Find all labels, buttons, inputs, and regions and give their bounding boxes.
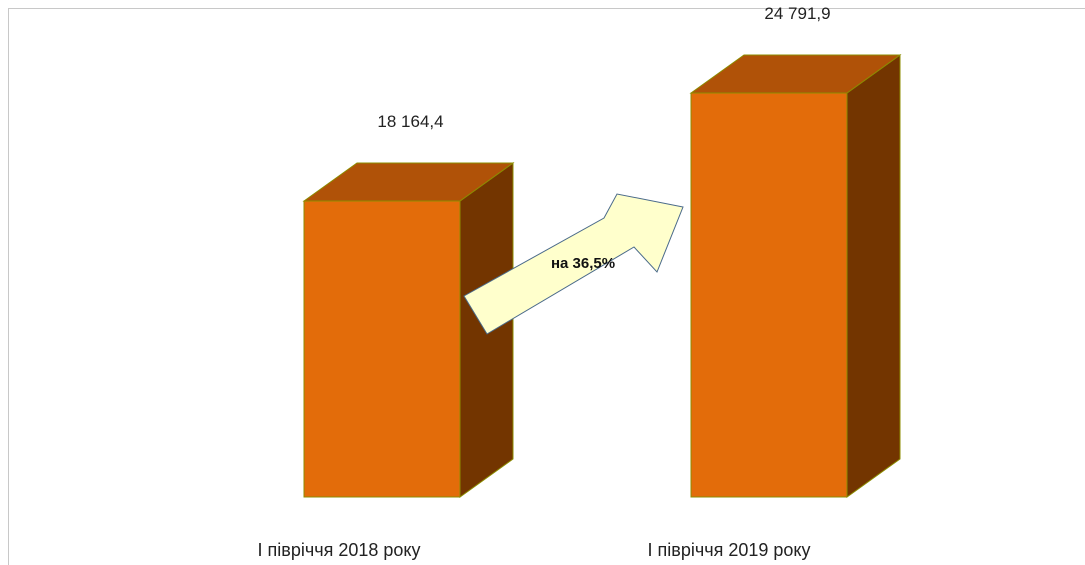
bars-layer [302, 54, 902, 498]
growth-arrow-shape [463, 193, 684, 335]
growth-annotation-label: на 36,5% [551, 255, 615, 272]
chart-frame [8, 8, 1085, 565]
growth-arrow: на 36,5% [463, 193, 684, 335]
bar-1 [302, 162, 515, 498]
bar-2-front [690, 92, 848, 498]
labels-layer: 18 164,4 І півріччя 2018 року 24 791,9 І пі… [258, 4, 831, 560]
x-tick-label-2: І півріччя 2019 року [648, 540, 811, 560]
data-label-2: 24 791,9 [764, 4, 830, 23]
bar-2-side [846, 54, 901, 498]
x-tick-label-1: І півріччя 2018 року [258, 540, 421, 560]
data-label-1: 18 164,4 [377, 112, 443, 131]
bar-2 [689, 54, 902, 498]
bar-1-front [303, 200, 461, 498]
